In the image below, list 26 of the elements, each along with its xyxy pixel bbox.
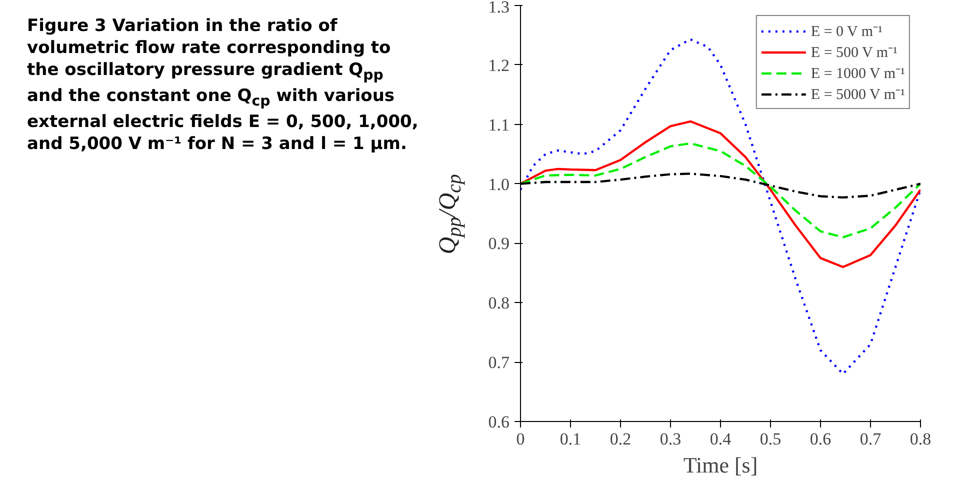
legend-label: E = 5000 V m⁻¹ (810, 86, 905, 104)
y-tick-label: 0.9 (488, 234, 510, 254)
x-tick-label: 0.6 (810, 430, 832, 448)
x-tick-label: 0.4 (710, 430, 732, 448)
x-tick-label: 0.7 (860, 430, 882, 448)
y-tick-label: 1.0 (488, 174, 510, 194)
y-tick-label: 1.3 (488, 0, 510, 16)
x-tick-label: 0.1 (560, 430, 582, 448)
y-tick-label: 0.8 (488, 294, 510, 313)
x-tick-label: 0.5 (760, 430, 782, 448)
legend-label: E = 500 V m⁻¹ (810, 44, 898, 62)
chart-title: Figure 3 Variation in the ratio of volumetric flow rate corresponding to the oscillatory pressure gradient Q$_{pp}$ and the constant one Q$_{cp}$ with various external electric fields E = 0, 500, 1,000, and 5,000 V m⁻¹ for N = 3 and l = 1 μm. (27, 16, 418, 154)
x-tick-label: 0.8 (910, 430, 932, 448)
y-tick-label: 1.2 (488, 56, 510, 75)
legend-label: E = 1000 V m⁻¹ (810, 65, 905, 83)
y-tick-label: 0.7 (488, 353, 510, 372)
line-series (520, 120, 920, 268)
legend-label: E = 0 V m⁻¹ (810, 23, 882, 41)
y-tick-label: 0.6 (488, 412, 510, 432)
x-tick-label: 0 (516, 430, 525, 448)
y-tick-label: 1.1 (488, 115, 510, 134)
line-series (520, 38, 920, 376)
line-series (520, 142, 920, 238)
x-tick-label: 0.3 (660, 430, 682, 448)
x-axis-title: Time [s] (683, 452, 758, 478)
x-tick-label: 0.2 (610, 430, 632, 448)
